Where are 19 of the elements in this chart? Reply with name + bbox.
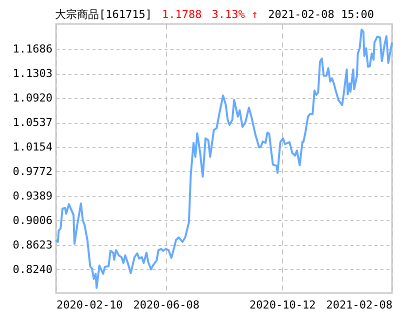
text: 1.1788 <box>162 8 202 21</box>
y-tick-label: 1.1303 <box>12 67 52 80</box>
y-tick-label: 0.9006 <box>12 214 52 227</box>
y-tick-label: 0.8240 <box>12 262 52 276</box>
y-tick-label: 0.9389 <box>12 189 52 202</box>
y-tick-label: 1.0537 <box>12 116 52 130</box>
y-tick-label: 1.0920 <box>12 92 52 105</box>
text: 2021-02-08 15:00 <box>268 8 374 21</box>
x-tick-label: 2020-06-08 <box>133 298 200 312</box>
y-tick-label: 0.8623 <box>12 238 52 252</box>
y-tick-label: 1.1686 <box>12 42 52 56</box>
chart-title: 大宗商品[161715] <box>55 8 152 21</box>
x-tick-label: 2020-10-12 <box>250 298 316 312</box>
x-tick-label: 2020-02-10 <box>56 298 123 312</box>
line-series <box>55 28 393 289</box>
x-tick-label: 2021-02-08 <box>326 298 392 312</box>
text: 3.13% ↑ <box>212 8 258 21</box>
y-tick-label: 0.9772 <box>12 164 52 178</box>
y-tick-label: 1.0154 <box>12 140 53 154</box>
